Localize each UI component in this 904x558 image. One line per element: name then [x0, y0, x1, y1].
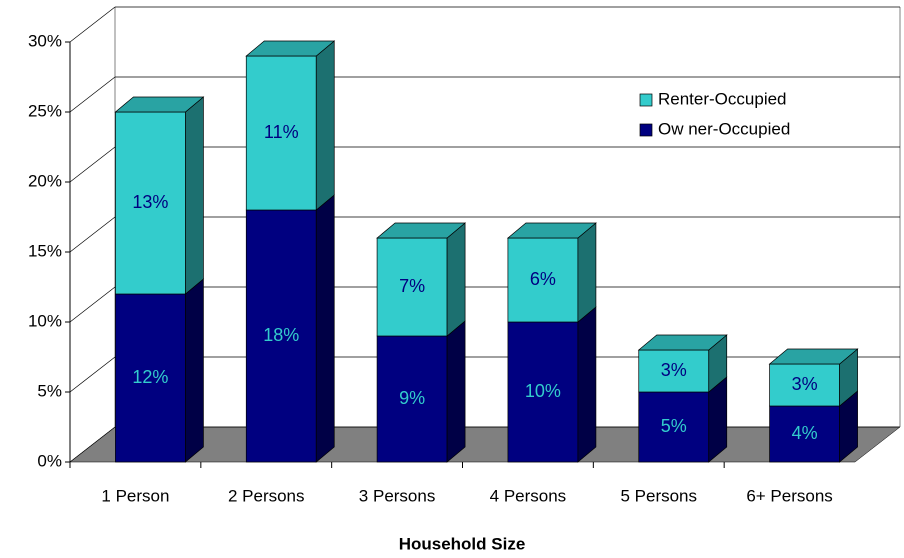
- data-label: 5%: [661, 416, 687, 436]
- y-tick-label: 10%: [28, 311, 62, 330]
- data-label: 9%: [399, 388, 425, 408]
- x-axis-title: Household Size: [399, 534, 526, 553]
- data-label: 11%: [264, 122, 299, 142]
- bar-top: [245, 40, 336, 57]
- bar: [769, 363, 840, 407]
- y-tick-label: 5%: [37, 381, 62, 400]
- y-tick-label: 20%: [28, 171, 62, 190]
- bar: [638, 349, 710, 393]
- bar-side: [185, 96, 204, 295]
- bar: [376, 335, 448, 463]
- grid-line-diag: [69, 216, 116, 253]
- bar-top: [768, 348, 859, 365]
- bar: [507, 237, 579, 323]
- legend-swatch: [639, 123, 653, 137]
- data-label: 18%: [263, 325, 299, 345]
- data-label: 7%: [399, 276, 425, 296]
- bar: [115, 111, 186, 295]
- bar-top: [114, 96, 205, 113]
- data-label: 13%: [132, 192, 168, 212]
- x-tick-label: 5 Persons: [620, 486, 697, 505]
- data-label: 3%: [792, 374, 818, 394]
- grid-line-diag: [69, 286, 116, 323]
- bar: [376, 237, 448, 337]
- bar-side: [315, 40, 335, 211]
- data-label: 3%: [661, 360, 687, 380]
- bar-side: [446, 222, 466, 337]
- x-tick-label: 1 Person: [101, 486, 169, 505]
- y-tick-label: 30%: [28, 31, 62, 50]
- data-label: 6%: [530, 269, 556, 289]
- y-tick-label: 0%: [37, 451, 62, 470]
- x-tick-label: 4 Persons: [490, 486, 567, 505]
- bar: [507, 321, 579, 463]
- bar-side: [185, 278, 204, 463]
- bar-side: [315, 194, 335, 463]
- y-tick-label: 15%: [28, 241, 62, 260]
- grid-line-diag: [69, 146, 116, 183]
- x-tick-label: 2 Persons: [228, 486, 305, 505]
- grid-line-diag: [69, 76, 116, 113]
- grid-line-diag: [69, 426, 116, 463]
- bar: [115, 293, 186, 463]
- bar-top: [506, 222, 597, 239]
- data-label: 12%: [132, 367, 168, 387]
- bar: [769, 405, 840, 463]
- grid-line-diag: [69, 356, 116, 393]
- bar-side: [577, 222, 597, 323]
- bar-side: [577, 306, 597, 463]
- bar-top: [376, 222, 467, 239]
- y-tick-label: 25%: [28, 101, 62, 120]
- legend-swatch: [639, 93, 653, 107]
- bar: [245, 55, 317, 211]
- bar-top: [637, 334, 728, 351]
- grid-line-diag: [69, 6, 116, 43]
- data-label: 4%: [792, 423, 818, 443]
- bar-side: [446, 320, 466, 463]
- legend-label: Ow ner-Occupied: [658, 119, 790, 138]
- legend-label: Renter-Occupied: [658, 89, 787, 108]
- data-label: 10%: [525, 381, 561, 401]
- x-tick-label: 3 Persons: [359, 486, 436, 505]
- x-tick-label: 6+ Persons: [746, 486, 832, 505]
